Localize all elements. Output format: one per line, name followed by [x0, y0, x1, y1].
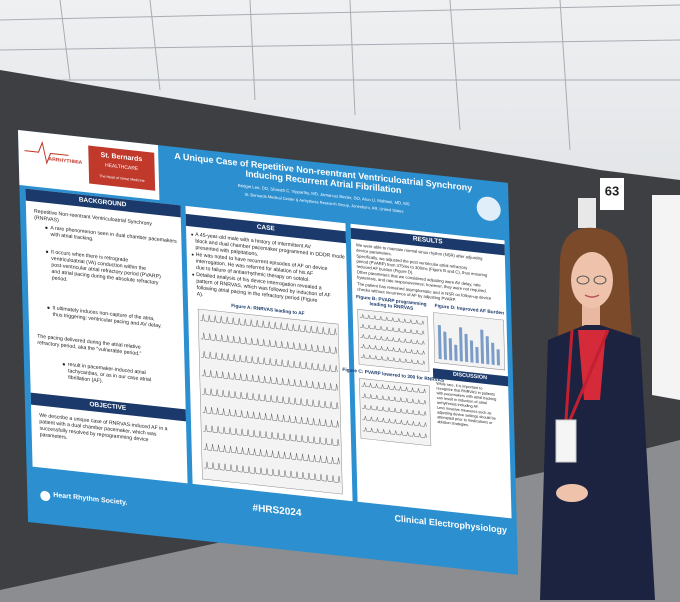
logo-text: St. Bernards: [101, 152, 143, 163]
figure-detail: [362, 416, 427, 427]
logo-text: The Heart of Great Medicine: [99, 174, 145, 183]
figure-detail: [202, 406, 339, 428]
figure-detail: [360, 323, 425, 335]
figure-detail: [496, 349, 500, 366]
figure-detail: [454, 344, 458, 361]
figure-detail: [464, 333, 469, 363]
figure-detail: [362, 404, 427, 416]
ceiling-grid: [0, 0, 680, 151]
figure-detail: [361, 393, 427, 405]
figure-detail: [485, 336, 490, 365]
ecg-figure: [359, 378, 432, 447]
person: [540, 227, 655, 600]
card: [578, 198, 596, 228]
figure-detail: [359, 313, 425, 325]
figure-detail: [437, 324, 442, 360]
figure-detail: [443, 331, 447, 360]
section-heading: RESULTS: [413, 235, 444, 245]
section-heading: CASE: [257, 224, 276, 233]
discussion-text: Less invasive measures such asadjusting …: [437, 406, 496, 431]
figure-detail: [360, 343, 425, 355]
ecg-figure: [197, 308, 343, 495]
figure-detail: [362, 427, 427, 438]
next-poster: [652, 195, 680, 400]
figure-detail: [360, 353, 426, 365]
figure-detail: [203, 443, 340, 465]
figure-detail: [491, 342, 495, 365]
bar-figure: [433, 312, 506, 371]
figure-detail: [202, 388, 339, 409]
figure-detail: [475, 346, 479, 364]
figure-detail: [200, 332, 338, 354]
board-number-card: [600, 178, 624, 210]
figure-detail: [480, 329, 485, 364]
section-heading: DISCUSSION: [453, 372, 487, 382]
figure-detail: [203, 424, 340, 446]
figure-detail: [448, 338, 453, 361]
poster: ARRHYTHMIA St. Bernards HEALTHCARE The H…: [18, 130, 518, 575]
discussion-text: While rare, it is important torecognize …: [436, 382, 496, 411]
logo-text: ARRHYTHMIA: [49, 156, 83, 166]
board-number: 63: [605, 184, 619, 199]
figure-detail: [360, 333, 425, 345]
figure-detail: [459, 327, 463, 362]
figure-detail: [201, 351, 338, 373]
figure-detail: [204, 461, 341, 483]
figure-detail: [469, 340, 474, 363]
figure-detail: [200, 314, 337, 336]
section-heading: OBJECTIVE: [89, 401, 127, 412]
logo-text: HEALTHCARE: [105, 163, 139, 173]
footer-hashtag: #HRS2024: [252, 503, 302, 519]
figure-detail: [361, 382, 426, 394]
ecg-figure: [357, 309, 430, 373]
figure-detail: [201, 369, 338, 391]
